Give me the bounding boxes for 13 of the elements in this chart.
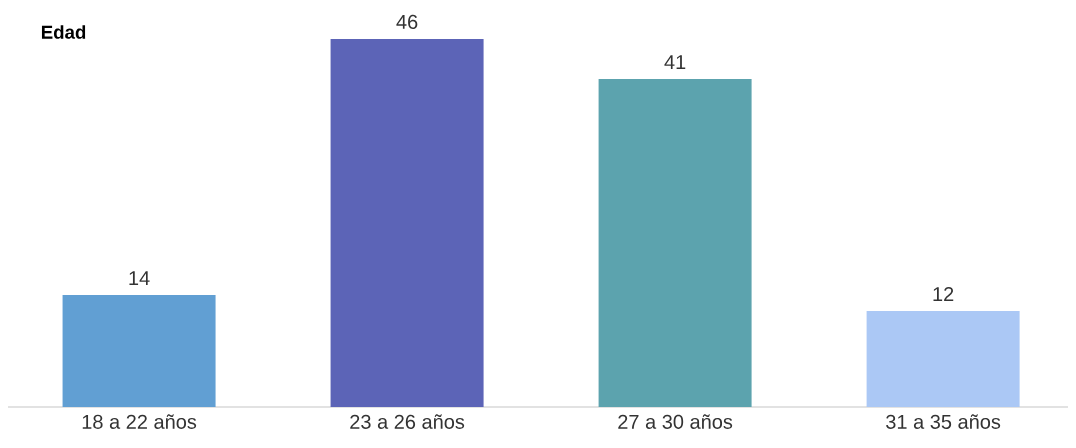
bar bbox=[598, 78, 752, 407]
x-tick-label: 27 a 30 años bbox=[618, 414, 733, 429]
bar bbox=[330, 38, 484, 407]
x-tick-label: 18 a 22 años bbox=[82, 414, 197, 429]
bar bbox=[62, 294, 216, 407]
x-tick-label: 31 a 35 años bbox=[886, 414, 1001, 429]
x-tick-label: 23 a 26 años bbox=[350, 414, 465, 429]
data-label: 12 bbox=[933, 286, 954, 301]
data-label: 46 bbox=[396, 14, 418, 29]
data-label: 41 bbox=[664, 55, 686, 69]
data-label: 14 bbox=[129, 271, 150, 285]
bar bbox=[866, 310, 1020, 407]
chart-title: Edad bbox=[41, 25, 86, 39]
